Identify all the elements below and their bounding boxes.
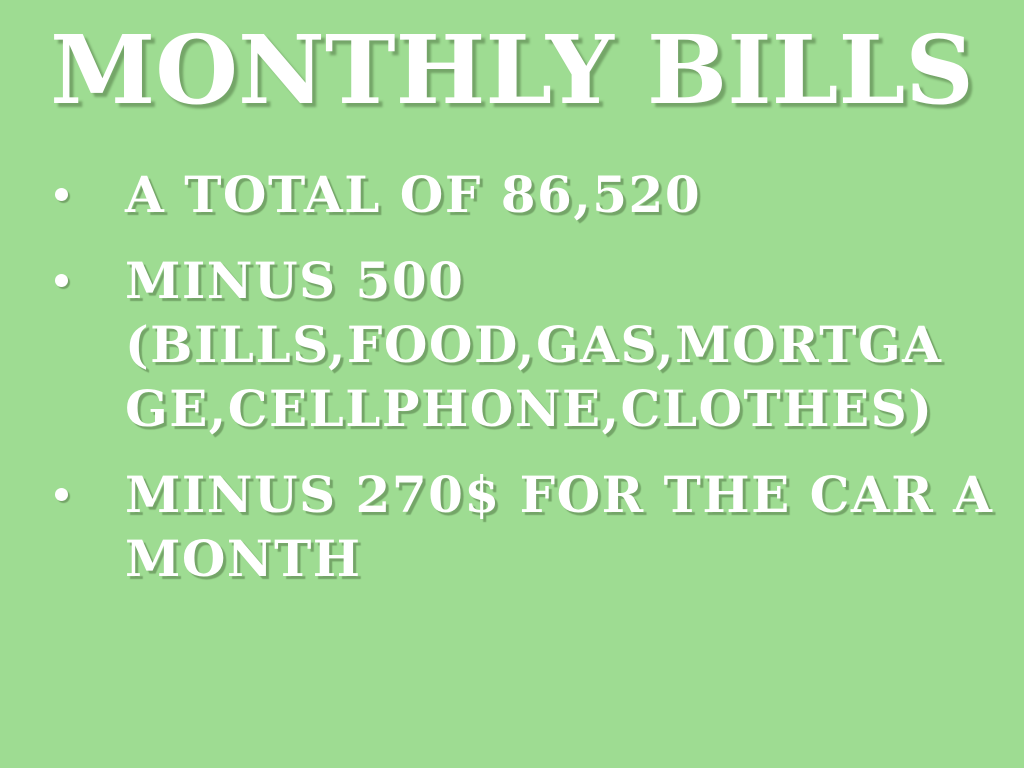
bullet-line: A TOTAL OF 86,520 [125,165,702,224]
bullet-line: GE,CELLPHONE,CLOTHES) [125,379,934,438]
bullet-list: A TOTAL OF 86,520 MINUS 500 (BILLS,FOOD,… [0,163,1024,591]
bullet-text: MINUS 270$ FOR THE CAR A MONTH [125,463,993,591]
list-item: MINUS 500 (BILLS,FOOD,GAS,MORTGA GE,CELL… [0,249,1024,441]
bullet-line: MONTH [125,529,362,588]
bullet-text: A TOTAL OF 86,520 [125,163,701,227]
bullet-line: MINUS 270$ FOR THE CAR A [125,465,994,524]
bullet-line: MINUS 500 [125,251,465,310]
bullet-text: MINUS 500 (BILLS,FOOD,GAS,MORTGA GE,CELL… [125,249,942,441]
bullet-line: (BILLS,FOOD,GAS,MORTGA [125,315,943,374]
bullet-dot-icon [55,488,68,501]
list-item: MINUS 270$ FOR THE CAR A MONTH [0,463,1024,591]
slide-title: MONTHLY BILLS [50,15,974,126]
list-item: A TOTAL OF 86,520 [0,163,1024,227]
bullet-dot-icon [55,274,68,287]
bullet-dot-icon [55,188,68,201]
